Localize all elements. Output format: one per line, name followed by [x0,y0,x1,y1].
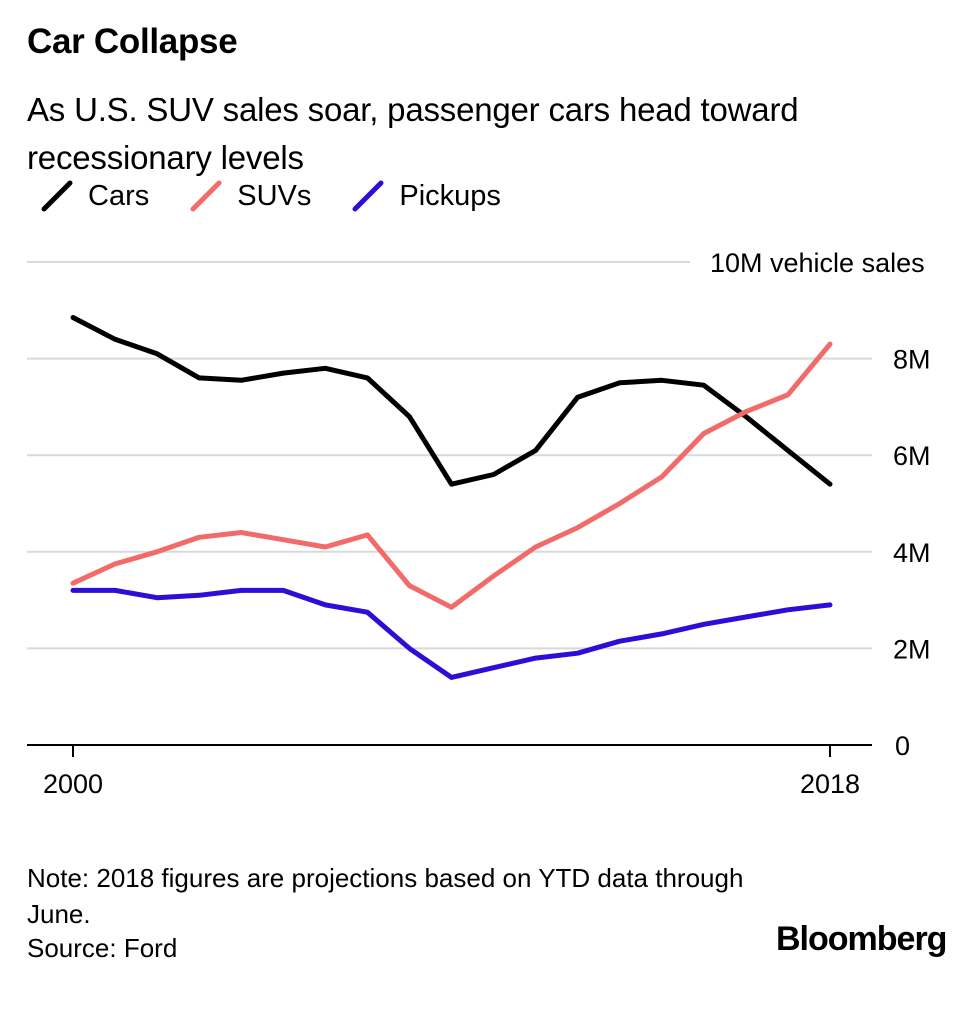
y-tick-label-10: 10M vehicle sales [710,248,925,278]
series-lines [70,315,833,680]
bloomberg-logo: Bloomberg [776,920,947,958]
y-tick-label-8: 8M [893,345,931,375]
tick-labels: 0 2M 4M 6M 8M 10M vehicle sales 2000 2018 [43,248,931,799]
line-chart: 0 2M 4M 6M 8M 10M vehicle sales 2000 2018 [27,248,931,799]
legend-swatch-cars [41,180,73,212]
series-line-suvs [70,341,833,610]
grid-lines [27,261,872,650]
legend-item-pickups: Pickups [351,179,501,213]
footnote: Note: 2018 figures are projections based… [27,863,744,929]
legend-stroke-pickups [352,180,384,212]
legend-label-cars: Cars [88,179,150,212]
legend-item-cars: Cars [40,179,149,213]
series-line-pickups [70,587,833,680]
legend-item-suvs: SUVs [189,179,311,213]
legend-swatch-pickups [352,180,384,212]
y-tick-label-2: 2M [893,634,931,664]
axes [27,744,872,757]
chart-subtitle: As U.S. SUV sales soar, passenger cars h… [27,91,799,176]
x-tick-label-2018: 2018 [800,769,860,799]
series-line-cars [70,315,833,487]
legend-swatch-suvs [190,180,222,212]
legend-label-pickups: Pickups [399,179,501,212]
legend-label-suvs: SUVs [237,179,312,212]
y-tick-label-6: 6M [893,441,931,471]
legend-stroke-suvs [190,180,222,212]
legend: Cars SUVs Pickups [40,176,541,216]
y-tick-label-4: 4M [893,538,931,568]
chart-title: Car Collapse [27,22,238,61]
legend-stroke-cars [41,180,73,212]
x-tick-label-2000: 2000 [43,769,103,799]
y-tick-label-0: 0 [895,731,910,761]
source-note: Source: Ford [27,933,178,963]
